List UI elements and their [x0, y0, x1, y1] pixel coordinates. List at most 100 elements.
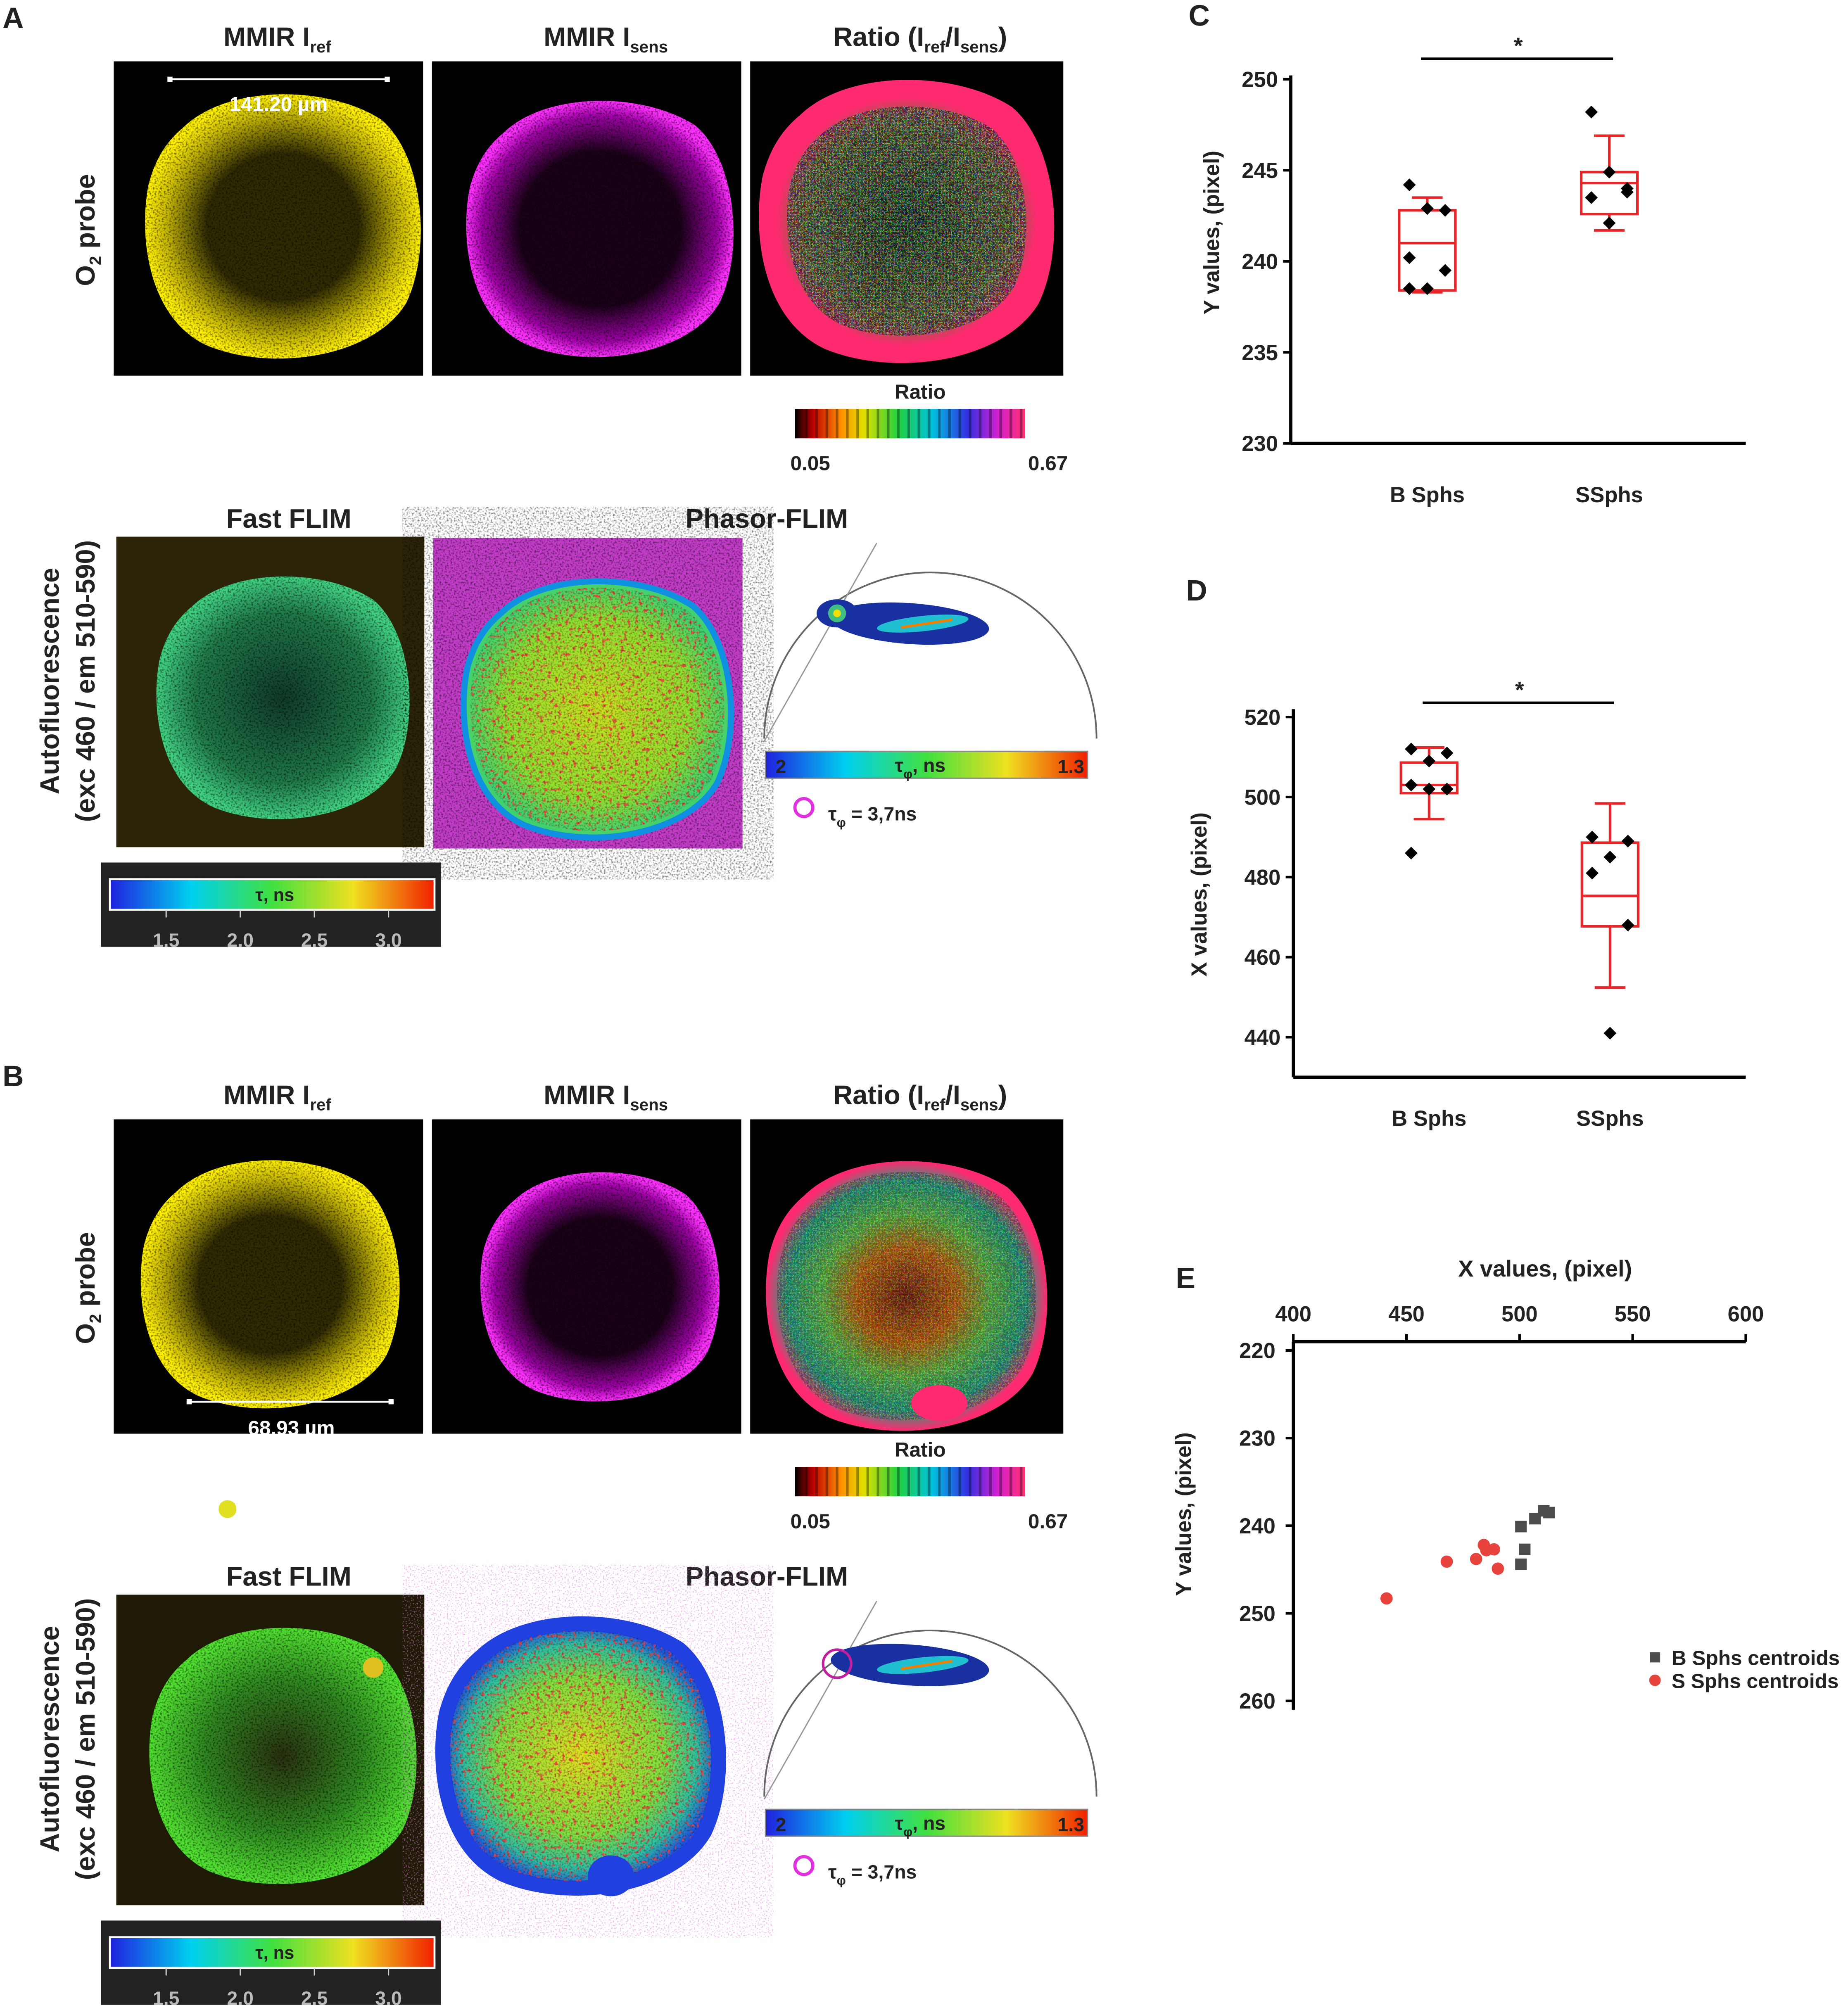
- colorbar-label: 0.05: [790, 1510, 830, 1533]
- scale-bar-end: [388, 1399, 394, 1405]
- x-tick-label: B Sphs: [1392, 1106, 1466, 1131]
- texture: [145, 94, 421, 359]
- data-point: [1515, 1521, 1527, 1533]
- legend-label-part: = 3,7ns: [846, 803, 917, 824]
- phasor-arc: [763, 1630, 1097, 1797]
- colorbar-tick-label: 1.5: [153, 1988, 180, 2009]
- x-tick-label: SSphs: [1575, 483, 1643, 507]
- row-label-part: 2: [86, 1314, 105, 1323]
- colorbar-label-part: , ns: [912, 1813, 945, 1834]
- panel-label: B: [2, 1060, 24, 1093]
- colorbar-stripes: [795, 1467, 1025, 1497]
- scale-bar-end: [167, 76, 173, 82]
- texture: [777, 1172, 1036, 1420]
- colorbar-title: Ratio: [895, 380, 946, 403]
- y-tick-label: 240: [1242, 249, 1278, 274]
- legend-marker: [1650, 1652, 1660, 1663]
- row-label-part: O: [70, 1323, 100, 1344]
- colorbar-label: 0.05: [790, 452, 830, 475]
- texture: [140, 1160, 400, 1409]
- panel-label: D: [1186, 574, 1207, 607]
- colorbar-tick-label: 3.0: [375, 1988, 402, 2009]
- colorbar-label: 2: [776, 1814, 786, 1835]
- image-title-part: Phasor-FLIM: [686, 503, 848, 534]
- phasor-line: [763, 543, 877, 742]
- colorbar: [765, 750, 1088, 779]
- legend-marker: [793, 1855, 815, 1876]
- data-point: [1403, 178, 1416, 192]
- image-title: Ratio (Iref/Isens): [833, 1080, 1007, 1114]
- legend-label: τφ = 3,7ns: [828, 1861, 917, 1887]
- image-title: Phasor-FLIM: [686, 1561, 848, 1592]
- data-point: [1586, 831, 1599, 844]
- colorbar: [765, 1808, 1088, 1837]
- y-tick-label: 260: [1239, 1689, 1276, 1713]
- data-point: [1519, 1543, 1531, 1555]
- image-title-part: ref: [310, 38, 331, 56]
- colorbar-label: 1.3: [1058, 756, 1085, 777]
- legend-marker: [793, 797, 815, 818]
- image-title-part: ): [998, 1080, 1007, 1110]
- data-point: [1440, 746, 1454, 759]
- data-point: [1403, 251, 1416, 264]
- data-point: [1404, 778, 1418, 792]
- phasor-cloud-peak: [900, 1660, 953, 1670]
- box: [1580, 841, 1640, 928]
- image-title-part: Ratio (I: [833, 1080, 924, 1110]
- image-title: Fast FLIM: [226, 503, 352, 534]
- x-tick-label: SSphs: [1576, 1106, 1644, 1131]
- texture: [156, 576, 410, 819]
- x-tick-label: 450: [1388, 1302, 1425, 1326]
- data-point: [1420, 202, 1434, 215]
- colorbar-label-part: τ: [895, 755, 903, 776]
- row-label-part: probe: [70, 1232, 100, 1314]
- data-point: [1440, 783, 1454, 796]
- significance-label: *: [1514, 33, 1523, 59]
- panel-label: C: [1188, 0, 1209, 32]
- texture: [470, 587, 724, 831]
- colorbar-label-part: φ: [903, 767, 912, 781]
- colorbar-label: τφ, ns: [895, 1813, 945, 1839]
- x-tick-label: B Sphs: [1390, 483, 1465, 507]
- cell-protrusion: [588, 1855, 634, 1896]
- y-tick-label: 235: [1242, 341, 1278, 365]
- legend-label-part: φ: [837, 815, 846, 830]
- bright-spot: [363, 1657, 384, 1678]
- colorbar-label: 2: [776, 756, 786, 777]
- data-point: [1515, 1558, 1527, 1570]
- row-label-part: 2: [86, 256, 105, 265]
- y-tick-label: 240: [1239, 1514, 1276, 1538]
- colorbar: [109, 1936, 436, 1969]
- data-point: [1621, 835, 1634, 848]
- texture: [466, 101, 734, 357]
- legend-marker: [1649, 1674, 1661, 1686]
- image-title-part: sens: [960, 38, 998, 56]
- image-title-part: Ratio (I: [833, 21, 924, 52]
- scale-bar-end: [385, 76, 390, 82]
- colorbar-label-part: , ns: [912, 755, 945, 776]
- data-point: [1585, 105, 1598, 119]
- data-point: [1585, 191, 1598, 204]
- y-axis-label: Y values, (pixel): [1172, 1432, 1196, 1596]
- data-point: [1440, 1555, 1453, 1568]
- legend-label-part: φ: [837, 1873, 846, 1888]
- significance-label: *: [1515, 677, 1524, 702]
- data-point: [1404, 847, 1418, 860]
- data-point: [1488, 1543, 1500, 1556]
- data-point: [1586, 866, 1599, 880]
- row-label: Autofluorescence: [34, 568, 64, 795]
- data-point: [1404, 743, 1418, 756]
- colorbar-label-part: τ: [895, 1813, 903, 1834]
- box: [1398, 209, 1457, 292]
- image-title-part: MMIR I: [544, 21, 630, 52]
- phasor-cursor-core: [833, 609, 841, 617]
- colorbar-label-part: φ: [903, 1825, 912, 1839]
- image-title-part: ): [998, 21, 1007, 52]
- phasor-line: [763, 1601, 877, 1800]
- cell-protrusion: [911, 1385, 968, 1421]
- panel-label: A: [2, 2, 24, 35]
- x-tick-label: 500: [1501, 1302, 1538, 1326]
- image-title-part: Phasor-FLIM: [686, 1561, 848, 1592]
